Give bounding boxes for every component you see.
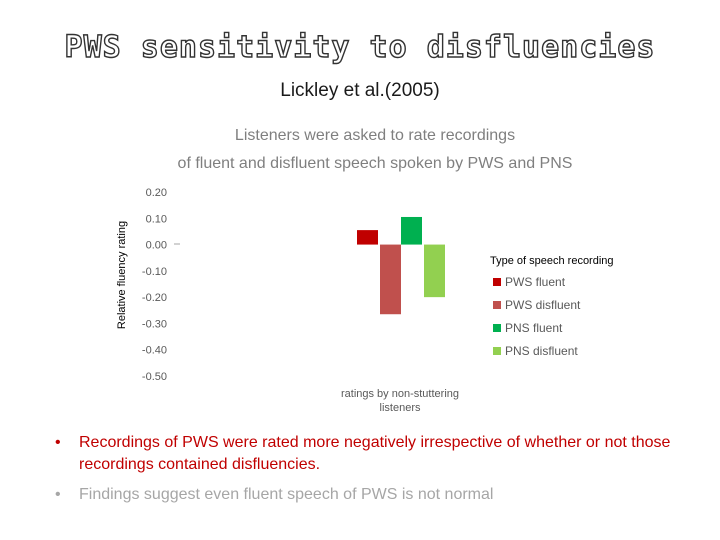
slide-title: PWS sensitivity to disfluencies [64, 29, 656, 65]
legend-label: PNS disfluent [505, 344, 578, 358]
legend-swatch [493, 324, 501, 332]
legend-swatch [493, 278, 501, 286]
y-tick-label: 0.10 [146, 213, 167, 225]
y-tick-label: -0.50 [142, 371, 167, 383]
bullet-marker-2: • [55, 486, 61, 503]
legend-swatch [493, 347, 501, 355]
x-axis-label-line-1: ratings by non-stuttering [341, 388, 459, 400]
y-tick-label: -0.10 [142, 266, 167, 278]
y-tick-label: -0.20 [142, 292, 167, 304]
legend-title: Type of speech recording [490, 255, 614, 267]
bullet-item-1: • Recordings of PWS were rated more nega… [55, 432, 695, 476]
legend-label: PWS disfluent [505, 298, 581, 312]
description-line-1: Listeners were asked to rate recordings [234, 127, 516, 144]
y-tick-label: 0.00 [146, 240, 167, 252]
legend-label: PNS fluent [505, 321, 563, 335]
bullet-text-2: Findings suggest even fluent speech of P… [79, 486, 494, 503]
y-tick-label: 0.20 [146, 187, 167, 199]
bullet-text-1: Recordings of PWS were rated more negati… [79, 434, 671, 473]
bar-pns-disfluent [424, 244, 445, 298]
slide-description: Listeners were asked to rate recordings … [0, 122, 720, 178]
y-tick-label: -0.30 [142, 318, 167, 330]
bullet-item-2: • Findings suggest even fluent speech of… [55, 484, 695, 506]
bullet-list: • Recordings of PWS were rated more nega… [55, 432, 695, 514]
bar-pws-disfluent [380, 244, 401, 315]
legend-label: PWS fluent [505, 275, 566, 289]
y-tick-label: -0.40 [142, 345, 167, 357]
bar-pws-fluent [357, 230, 378, 245]
description-line-2: of fluent and disfluent speech spoken by… [177, 155, 573, 172]
bar-chart: Relative fluency rating 0.20 0.10 0.00 -0.1… [116, 187, 614, 414]
x-axis-label-line-2: listeners [380, 402, 421, 414]
bar-pns-fluent [401, 216, 422, 245]
slide-subtitle: Lickley et al.(2005) [280, 80, 440, 101]
y-axis-label: Relative fluency rating [116, 221, 128, 329]
bullet-marker-1: • [55, 434, 61, 451]
legend-swatch [493, 301, 501, 309]
